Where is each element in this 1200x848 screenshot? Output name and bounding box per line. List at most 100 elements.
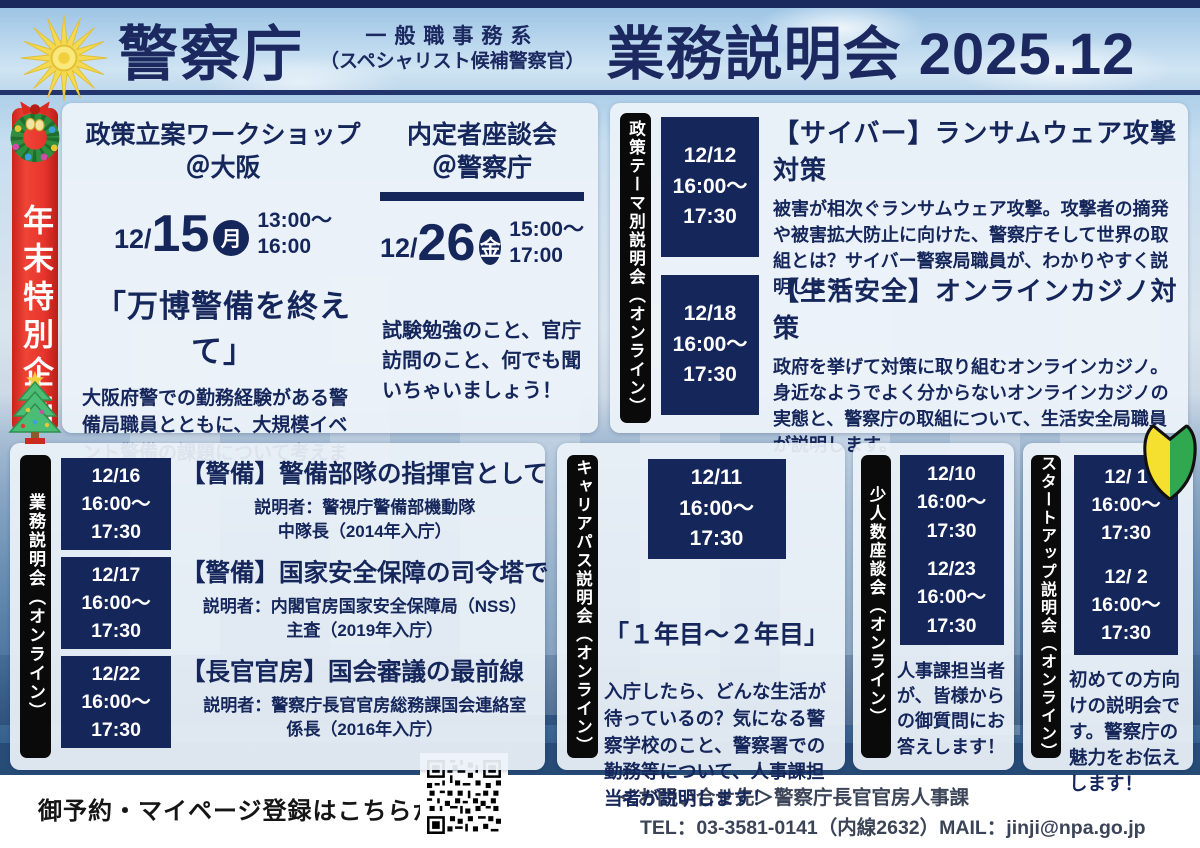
time-from: 13:00〜	[257, 209, 333, 232]
poster-header: 警察庁 一般職事務系 （スペシャリスト候補警察官） 業務説明会 2025.12	[0, 0, 1200, 102]
session-time-to: 17:30	[926, 614, 977, 637]
roundtable-time: 15:00〜 17:00	[509, 217, 584, 270]
session-date: 12/16	[91, 464, 141, 487]
small-group-description: 人事課担当者が、皆様からの御質問にお答えします！	[897, 661, 1005, 757]
session-datebox: 12/16 16:00〜 17:30	[61, 458, 171, 550]
duty-briefing-label-strip: 業務説明会（オンライン）	[20, 455, 51, 758]
session-time-to: 17:30	[683, 363, 737, 387]
roundtable-location: ＠警察庁	[431, 153, 532, 182]
session-date: 12/ 2	[1104, 565, 1148, 588]
policy-theme-panel: 政策テーマ別説明会（オンライン） 12/12 16:00〜 17:30 【サイバ…	[610, 103, 1188, 455]
session-time-to: 17:30	[91, 719, 141, 742]
session-date: 12/22	[91, 662, 141, 685]
category-line2: （スペシャリスト候補警察官）	[320, 51, 585, 73]
policy-session-cyber: 12/12 16:00〜 17:30 【サイバー】ランサムウェア攻撃対策 被害が…	[661, 113, 1178, 297]
duty-session-2: 12/17 16:00〜 17:30 【警備】国家安全保障の司令塔で 説明者：内…	[61, 554, 549, 653]
contact-info: ＜お問い合せ先＞警察庁長官官房人事課 TEL：03-3581-0141（内線26…	[618, 783, 1146, 843]
policy-session-casino: 12/18 16:00〜 17:30 【生活安全】オンラインカジノ対策 政府を挙…	[661, 271, 1178, 455]
time-to: 16:00	[257, 235, 312, 259]
time-from: 15:00〜	[509, 218, 584, 241]
small-group-panel: 少人数座談会（オンライン） 12/10 16:00〜 17:30 12/23 1…	[853, 443, 1014, 770]
session-title: 【長官官房】国会審議の最前線	[181, 659, 524, 686]
session-time-from: 16:00〜	[1091, 493, 1161, 516]
speaker-line1: 説明者：警視庁警備部機動隊	[254, 498, 476, 517]
session-datebox: 12/11 16:00〜 17:30	[647, 459, 786, 559]
workshop-date: 12/ 15 月 13:00〜 16:00	[80, 208, 366, 261]
session-description: 被害が相次ぐランサムウェア攻撃。攻撃者の摘発や被害拡大防止に向けた、警察庁そして…	[773, 199, 1169, 298]
session-time-from: 16:00〜	[1091, 593, 1161, 616]
session-date: 12/ 1	[1104, 465, 1148, 488]
session-date: 12/12	[683, 144, 737, 168]
duty-session-3: 12/22 16:00〜 17:30 【長官官房】国会審議の最前線 説明者：警察…	[61, 653, 549, 752]
session-time-to: 17:30	[689, 527, 744, 551]
session-time-from: 16:00〜	[916, 586, 987, 609]
roundtable-date: 12/ 26 金 15:00〜 17:00	[380, 217, 584, 270]
session-speaker: 説明者：警視庁警備部機動隊 中隊長（2014年入庁）	[181, 496, 549, 544]
roundtable-description: 試験勉強のこと、官庁訪問のこと、何でも聞いちゃいましょう！	[382, 319, 582, 402]
startup-label: スタートアップ説明会（オンライン）	[1038, 455, 1055, 761]
session-title: 【サイバー】ランサムウェア攻撃対策	[773, 118, 1177, 185]
career-path-description: 入庁したら、どんな生活が待っているの？気になる警察学校のこと、警察署での勤務等に…	[604, 681, 827, 810]
speaker-line2: 中隊長（2014年入庁）	[277, 521, 452, 541]
date-day: 26	[417, 214, 476, 273]
roundtable-title: 内定者座談会 ＠警察庁	[380, 119, 584, 184]
career-path-panel: キャリアパス説明会（オンライン） 12/11 16:00〜 17:30 「１年目…	[557, 443, 845, 809]
session-title: 【警備】国家安全保障の司令塔で	[181, 560, 549, 587]
year-end-special-ribbon: 年末特別企画	[8, 101, 62, 444]
divider-bar	[380, 192, 584, 201]
session-time-from: 16:00〜	[916, 491, 987, 514]
session-title: 【生活安全】オンラインカジノ対策	[773, 276, 1178, 343]
career-path-label-strip: キャリアパス説明会（オンライン）	[567, 455, 598, 758]
date-month: 12/	[113, 223, 152, 254]
small-group-label-strip: 少人数座談会（オンライン）	[861, 455, 891, 758]
police-emblem-icon	[20, 14, 108, 102]
session-date: 12/23	[927, 558, 976, 581]
session-time-from: 16:00〜	[81, 591, 151, 614]
policy-workshop-section: 政策立案ワークショップ ＠大阪 12/ 15 月 13:00〜 16:00 「万…	[80, 119, 366, 491]
session-time-to: 17:30	[926, 519, 977, 542]
reservation-text: 御予約・マイページ登録はこちらから→	[38, 798, 488, 825]
policy-theme-label: 政策テーマ別説明会（オンライン）	[626, 120, 645, 416]
weekday-badge: 月	[213, 220, 250, 257]
session-date: 12/10	[927, 463, 976, 486]
contact-line1: ＜お問い合せ先＞警察庁長官官房人事課	[618, 787, 970, 809]
workshop-title: 政策立案ワークショップ ＠大阪	[80, 119, 366, 184]
session-datebox: 12/22 16:00〜 17:30	[61, 656, 171, 748]
startup-description: 初めての方向けの説明会です。警察庁の魅力をお伝えします！	[1069, 669, 1181, 794]
workshop-location: ＠大阪	[185, 153, 261, 182]
session-time-to: 17:30	[91, 620, 141, 643]
session-datebox: 12/18 16:00〜 17:30	[661, 275, 759, 415]
session-time-to: 17:30	[91, 521, 141, 544]
session-time-to: 17:30	[683, 205, 737, 229]
workshop-title-text: 政策立案ワークショップ	[85, 121, 361, 149]
session-datebox: 12/ 2 16:00〜 17:30	[1074, 555, 1178, 655]
session-datebox: 12/10 16:00〜 17:30	[899, 455, 1004, 550]
session-time-from: 16:00〜	[672, 332, 748, 356]
session-datebox: 12/17 16:00〜 17:30	[61, 557, 171, 649]
poster-title: 業務説明会 2025.12	[606, 22, 1136, 87]
session-time-from: 16:00〜	[679, 496, 754, 520]
qr-code-icon	[427, 760, 501, 834]
session-time-to: 17:30	[1101, 522, 1151, 545]
workshop-headline: 「万博警備を終えて」	[95, 288, 351, 369]
appointee-roundtable-section: 内定者座談会 ＠警察庁 12/ 26 金 15:00〜 17:00 試験勉強のこ…	[380, 119, 584, 421]
category-line1: 一般職事務系	[365, 25, 540, 48]
recruit-category: 一般職事務系 （スペシャリスト候補警察官）	[320, 24, 585, 74]
date-month: 12/	[380, 232, 418, 263]
session-datebox: 12/12 16:00〜 17:30	[661, 117, 759, 257]
startup-panel: スタートアップ説明会（オンライン） 12/ 1 16:00〜 17:30 12/…	[1023, 443, 1193, 794]
session-date: 12/17	[91, 563, 141, 586]
small-group-label: 少人数座談会（オンライン）	[867, 486, 885, 727]
duty-session-1: 12/16 16:00〜 17:30 【警備】警備部隊の指揮官として 説明者：警…	[61, 455, 549, 554]
christmas-wreath-icon	[10, 101, 60, 163]
session-time-from: 16:00〜	[81, 492, 151, 515]
speaker-line2: 主査（2019年入庁）	[286, 620, 444, 640]
session-speaker: 説明者：内閣官房国家安全保障局（NSS） 主査（2019年入庁）	[181, 595, 549, 643]
session-time-to: 17:30	[1101, 622, 1151, 645]
agency-name: 警察庁	[118, 20, 304, 88]
session-time-from: 16:00〜	[81, 690, 151, 713]
workshop-time: 13:00〜 16:00	[257, 208, 332, 261]
special-events-panel: 政策立案ワークショップ ＠大阪 12/ 15 月 13:00〜 16:00 「万…	[62, 103, 598, 491]
time-to: 17:00	[509, 244, 563, 268]
session-datebox: 12/23 16:00〜 17:30	[899, 550, 1004, 645]
